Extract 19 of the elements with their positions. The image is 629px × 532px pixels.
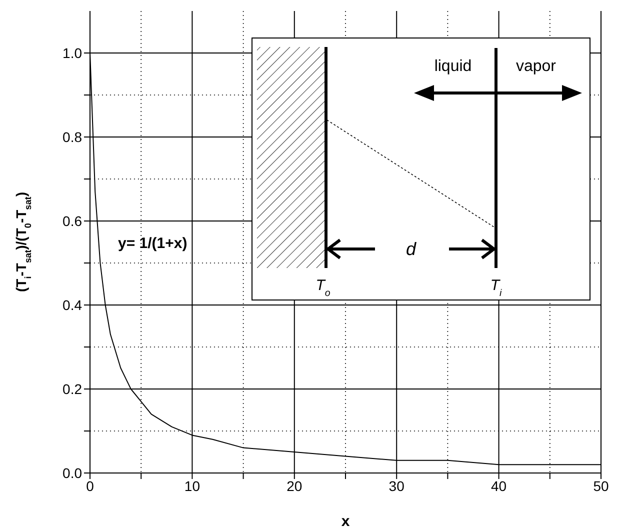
y-tick-label: 0.8: [62, 128, 82, 145]
x-tick-label: 40: [491, 478, 507, 494]
annotation: liquid: [434, 58, 472, 75]
annotation: T$_{i}$: [490, 277, 502, 298]
x-tick-label: 30: [388, 478, 405, 494]
y-tick-label: 0.0: [62, 464, 82, 481]
y-tick-label: 0.2: [62, 380, 82, 397]
y-tick-label: 0.6: [62, 212, 82, 229]
x-tick-label: 50: [593, 478, 609, 494]
x-tick-label: 0: [86, 478, 94, 494]
annotation: vapor: [516, 58, 557, 75]
annotation: d: [406, 239, 417, 259]
annotation: T$_{o}$: [316, 277, 331, 298]
y-tick-label: 0.4: [62, 296, 82, 313]
x-tick-label: 20: [286, 478, 302, 494]
annotation: y= 1/(1+x): [118, 235, 188, 252]
y-tick-label: 1.0: [62, 44, 82, 61]
x-axis-title: x: [341, 513, 350, 530]
x-tick-label: 10: [184, 478, 200, 494]
